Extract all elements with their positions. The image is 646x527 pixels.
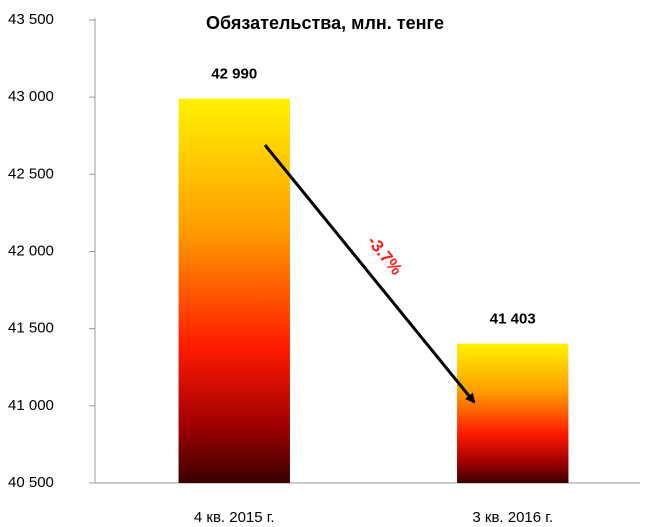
bar [178,98,290,484]
x-tick-label: 4 кв. 2015 г. [194,509,275,526]
trend-arrow [263,144,476,404]
bar [457,343,569,483]
x-tick-label: 3 кв. 2016 г. [472,509,553,526]
value-label: 42 990 [211,66,257,83]
y-tick-label: 40 500 [8,474,54,491]
y-tick-label: 41 500 [8,320,54,337]
y-tick-label: 42 000 [8,242,54,259]
value-label: 41 403 [490,311,536,328]
chart-title: Обязательства, млн. тенге [206,13,444,33]
y-tick-label: 43 000 [8,88,54,105]
y-tick-label: 43 500 [8,11,54,28]
y-tick-label: 41 000 [8,397,54,414]
y-tick-label: 42 500 [8,165,54,182]
